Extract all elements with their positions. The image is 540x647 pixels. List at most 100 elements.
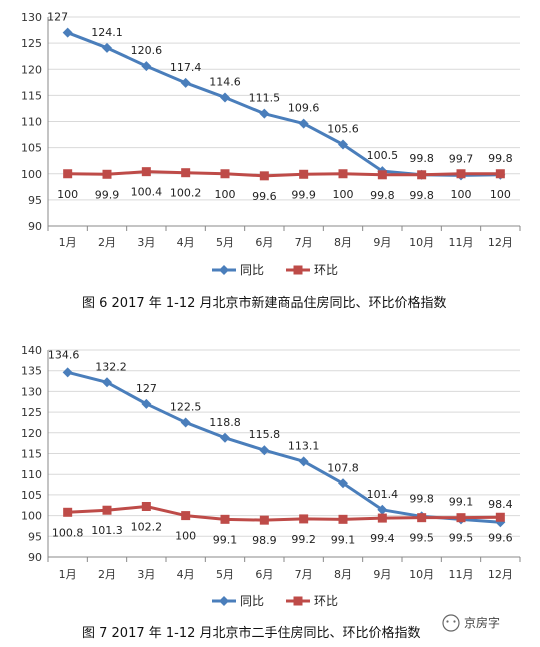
data-label-mom: 98.9 bbox=[252, 534, 277, 547]
data-label-mom: 99.9 bbox=[291, 188, 316, 201]
data-label-yoy: 120.6 bbox=[131, 44, 163, 57]
x-tick-label: 4月 bbox=[177, 568, 195, 581]
wechat-icon-eye-left bbox=[446, 620, 449, 623]
data-label-yoy: 113.1 bbox=[288, 439, 320, 452]
data-point-yoy bbox=[259, 445, 270, 456]
legend-marker-mom bbox=[293, 265, 303, 275]
x-tick-label: 7月 bbox=[295, 236, 313, 249]
chart-new-homes: 90 95 100 105 110 115 120 125 130 1月 2月 3月 4月 5月 6月 7月 8… bbox=[21, 11, 521, 311]
data-label-yoy: 100.5 bbox=[367, 149, 399, 162]
data-point-mom bbox=[220, 169, 230, 179]
legend-label: 环比 bbox=[314, 263, 338, 277]
data-label-yoy: 98.4 bbox=[488, 498, 513, 511]
data-point-mom bbox=[456, 513, 466, 523]
data-point-yoy bbox=[180, 77, 191, 88]
x-tick-label: 12月 bbox=[488, 236, 513, 249]
y-tick-label: 110 bbox=[21, 116, 42, 129]
x-tick-label: 5月 bbox=[216, 236, 234, 249]
x-tick-label: 1月 bbox=[59, 236, 77, 249]
figure-caption: 图 7 2017 年 1-12 月北京市二手住房同比、环比价格指数 bbox=[82, 625, 421, 641]
data-label-mom: 100.8 bbox=[52, 526, 84, 539]
data-point-mom bbox=[299, 514, 309, 524]
x-tick-label: 2月 bbox=[98, 568, 116, 581]
x-tick-label: 6月 bbox=[255, 236, 273, 249]
data-label-mom: 102.2 bbox=[131, 520, 163, 533]
data-point-mom bbox=[495, 512, 505, 522]
data-label-mom: 99.8 bbox=[370, 189, 395, 202]
x-tick-label: 9月 bbox=[373, 568, 391, 581]
data-label-yoy: 105.6 bbox=[327, 122, 359, 135]
y-tick-label: 105 bbox=[21, 142, 42, 155]
data-point-yoy bbox=[298, 118, 309, 129]
y-tick-label: 90 bbox=[28, 551, 42, 564]
x-tick-label: 2月 bbox=[98, 236, 116, 249]
y-tick-label: 95 bbox=[28, 194, 42, 207]
data-label-yoy: 99.8 bbox=[409, 152, 434, 165]
data-point-mom bbox=[377, 513, 387, 523]
data-point-yoy bbox=[338, 478, 348, 489]
data-point-yoy bbox=[141, 61, 152, 72]
data-label-mom: 100 bbox=[333, 188, 354, 201]
x-tick-label: 8月 bbox=[334, 236, 352, 249]
data-point-mom bbox=[338, 514, 348, 524]
data-point-mom bbox=[63, 169, 73, 179]
data-label-yoy: 115.8 bbox=[249, 428, 281, 441]
data-point-yoy bbox=[338, 139, 348, 150]
data-point-mom bbox=[417, 170, 427, 180]
data-point-mom bbox=[102, 169, 112, 179]
data-point-mom bbox=[63, 507, 73, 517]
legend-marker-yoy bbox=[219, 596, 229, 606]
x-tick-label: 3月 bbox=[137, 568, 155, 581]
watermark-text: 京房字 bbox=[464, 615, 500, 630]
data-label-yoy: 99.7 bbox=[449, 152, 474, 165]
y-tick-label: 125 bbox=[21, 37, 42, 50]
data-label-yoy: 99.8 bbox=[409, 492, 434, 505]
data-point-mom bbox=[259, 515, 269, 525]
data-point-yoy bbox=[180, 417, 191, 428]
data-label-yoy: 109.6 bbox=[288, 102, 320, 115]
y-tick-label: 120 bbox=[21, 63, 42, 76]
legend-label: 同比 bbox=[240, 594, 264, 608]
data-point-yoy bbox=[259, 108, 270, 119]
chart-resale-homes: 90 95 100 105 110 115 120 125 130 135 140 1月 2月 3月 4月 5… bbox=[21, 344, 521, 641]
legend-label: 环比 bbox=[314, 594, 338, 608]
data-point-mom bbox=[141, 167, 151, 177]
x-tick-label: 10月 bbox=[409, 236, 434, 249]
x-tick-label: 7月 bbox=[295, 568, 313, 581]
data-label-yoy: 111.5 bbox=[249, 92, 281, 105]
data-label-mom: 99.4 bbox=[370, 532, 395, 545]
data-point-yoy bbox=[141, 398, 152, 409]
y-tick-label: 95 bbox=[28, 530, 42, 543]
data-point-mom bbox=[259, 171, 269, 181]
data-point-yoy bbox=[62, 27, 73, 38]
y-tick-label: 105 bbox=[21, 489, 42, 502]
x-tick-label: 10月 bbox=[409, 568, 434, 581]
data-label-mom: 100.4 bbox=[131, 186, 163, 199]
wechat-icon-eye-right bbox=[453, 620, 456, 623]
legend-marker-mom bbox=[293, 596, 303, 606]
data-point-yoy bbox=[62, 367, 73, 378]
series-line-yoy bbox=[67, 370, 501, 524]
data-point-mom bbox=[456, 169, 466, 179]
data-label-mom: 100 bbox=[57, 188, 78, 201]
y-tick-label: 140 bbox=[21, 344, 42, 357]
data-label-mom: 99.8 bbox=[409, 189, 434, 202]
y-tick-label: 115 bbox=[21, 89, 42, 102]
x-tick-label: 5月 bbox=[216, 568, 234, 581]
data-point-mom bbox=[141, 501, 151, 511]
legend-marker-yoy bbox=[219, 265, 229, 275]
y-tick-label: 100 bbox=[21, 510, 42, 523]
x-tick-label: 8月 bbox=[334, 568, 352, 581]
data-label-yoy: 127 bbox=[47, 11, 68, 24]
data-label-yoy: 118.8 bbox=[209, 416, 241, 429]
y-tick-label: 90 bbox=[28, 220, 42, 233]
data-label-yoy: 122.5 bbox=[170, 400, 202, 413]
x-tick-label: 6月 bbox=[255, 568, 273, 581]
x-tick-label: 11月 bbox=[449, 236, 474, 249]
data-point-mom bbox=[102, 505, 112, 515]
data-label-mom: 99.2 bbox=[291, 533, 316, 546]
data-label-mom: 100 bbox=[215, 188, 236, 201]
data-point-mom bbox=[220, 514, 230, 524]
series-line-mom bbox=[67, 504, 501, 522]
